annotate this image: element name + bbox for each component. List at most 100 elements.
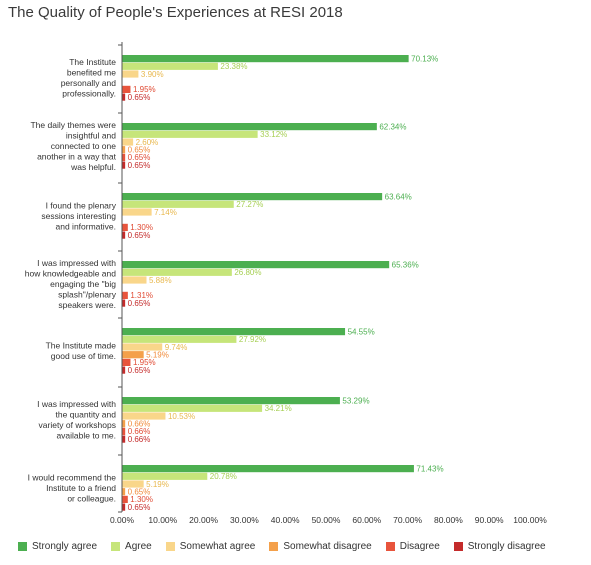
legend-swatch [165, 542, 175, 551]
category-label: The daily themes were [30, 120, 116, 130]
bar [122, 328, 346, 336]
data-label: 0.65% [128, 153, 151, 162]
bar [122, 397, 340, 405]
legend-item: Strongly disagree [453, 541, 546, 552]
x-tick-label: 0.00% [110, 515, 135, 525]
data-label: 33.12% [260, 130, 287, 139]
data-label: 0.65% [128, 93, 151, 102]
data-label: 62.34% [379, 122, 406, 131]
bar [122, 153, 126, 161]
legend-swatch [453, 542, 463, 551]
data-label: 1.30% [130, 495, 153, 504]
data-label: 0.65% [128, 231, 151, 240]
bar [122, 420, 126, 428]
data-label: 0.65% [128, 299, 151, 308]
x-tick-label: 50.00% [312, 515, 341, 525]
category-label: personally and [61, 78, 117, 88]
data-label: 0.66% [128, 420, 151, 429]
category-label: Institute to a friend [46, 483, 116, 493]
data-label: 2.60% [136, 138, 159, 147]
category-label: The Institute [69, 57, 116, 67]
category-label: insightful and [66, 130, 116, 140]
data-label: 53.29% [342, 396, 369, 405]
category-label: I was impressed with [37, 399, 116, 409]
legend-label: Agree [125, 541, 152, 552]
legend-item: Disagree [385, 541, 440, 552]
legend-label: Somewhat disagree [283, 541, 372, 552]
bar [122, 146, 126, 154]
data-label: 54.55% [348, 327, 375, 336]
bar [122, 412, 166, 420]
data-label: 26.80% [234, 268, 261, 277]
bar [122, 208, 152, 216]
legend-swatch [385, 542, 395, 551]
bar [122, 200, 234, 208]
category-label: I found the plenary [46, 200, 117, 210]
bar [122, 85, 131, 93]
data-label: 0.65% [128, 161, 151, 170]
data-label: 0.65% [128, 488, 151, 497]
bar [122, 123, 377, 131]
bar [122, 291, 128, 299]
category-label: or colleague. [67, 493, 116, 503]
category-label: splash"/plenary [58, 289, 117, 299]
bar [122, 427, 126, 435]
data-label: 65.36% [392, 260, 419, 269]
bar [122, 55, 409, 63]
data-label: 1.95% [133, 358, 156, 367]
x-tick-label: 10.00% [148, 515, 177, 525]
category-label: available to me. [56, 431, 116, 441]
bar [122, 366, 126, 374]
x-tick-label: 40.00% [271, 515, 300, 525]
bar [122, 138, 134, 146]
data-label: 5.19% [146, 351, 169, 360]
data-label: 20.78% [210, 472, 237, 481]
data-label: 5.88% [149, 276, 172, 285]
legend-label: Disagree [399, 541, 440, 552]
legend-label: Somewhat agree [179, 541, 256, 552]
bar [122, 93, 126, 101]
data-label: 0.66% [128, 435, 151, 444]
legend-swatch [269, 542, 279, 551]
category-label: how knowledgeable and [25, 268, 116, 278]
x-tick-label: 60.00% [352, 515, 381, 525]
x-tick-label: 70.00% [393, 515, 422, 525]
data-label: 0.65% [128, 366, 151, 375]
category-label: variety of workshops [39, 420, 116, 430]
category-label: engaging the "big [50, 279, 116, 289]
x-tick-label: 100.00% [513, 515, 547, 525]
data-label: 0.65% [128, 503, 151, 512]
bar [122, 495, 128, 503]
bar [122, 472, 208, 480]
category-label: connected to one [51, 141, 116, 151]
data-label: 1.31% [130, 291, 153, 300]
category-label: benefited me [67, 68, 116, 78]
data-label: 27.27% [236, 200, 263, 209]
bar [122, 62, 218, 70]
bar [122, 351, 144, 359]
legend-item: Agree [111, 541, 152, 552]
x-tick-label: 20.00% [189, 515, 218, 525]
data-label: 63.64% [385, 192, 412, 201]
bar [122, 130, 258, 138]
bar [122, 335, 237, 343]
data-label: 27.92% [239, 335, 266, 344]
bar [122, 276, 147, 284]
category-label: The Institute made [46, 341, 117, 351]
category-label: sessions interesting [41, 211, 116, 221]
category-label: I was impressed with [37, 258, 116, 268]
data-label: 7.14% [154, 208, 177, 217]
bar [122, 480, 144, 488]
bar [122, 161, 126, 169]
legend-label: Strongly disagree [467, 541, 546, 552]
legend-item: Strongly agree [18, 541, 97, 552]
data-label: 23.38% [220, 62, 247, 71]
bar [122, 261, 390, 269]
category-label: was helpful. [70, 162, 116, 172]
data-label: 1.95% [133, 85, 156, 94]
bar [122, 465, 414, 473]
bar [122, 70, 139, 78]
category-label: professionally. [62, 89, 116, 99]
data-label: 10.53% [168, 412, 195, 421]
bar [122, 231, 126, 239]
